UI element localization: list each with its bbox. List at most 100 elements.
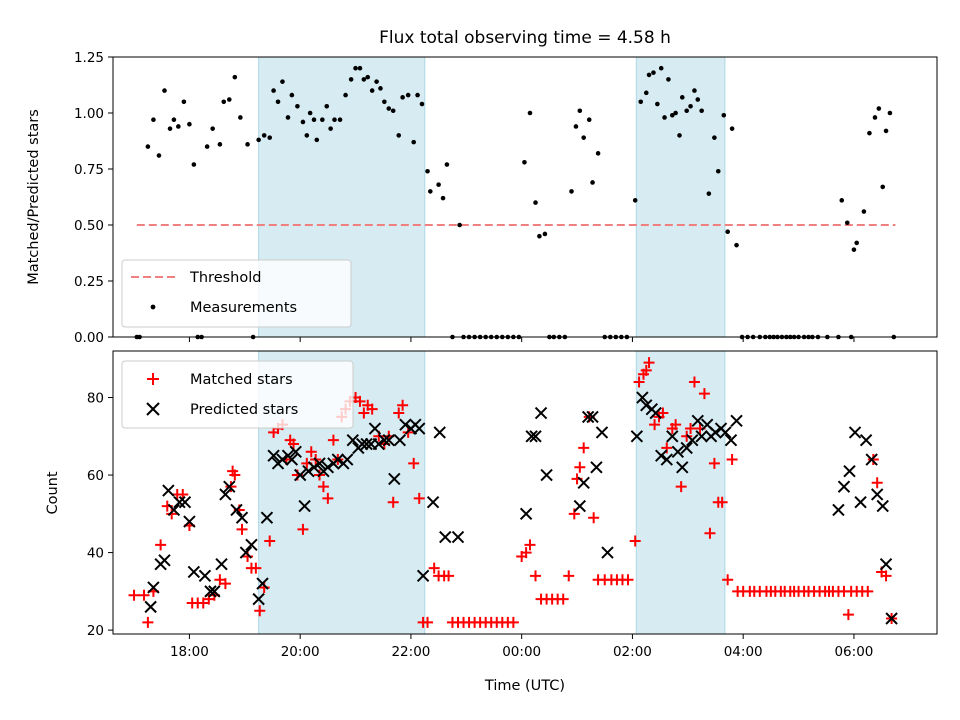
x-tick-label: 06:00 xyxy=(834,644,873,660)
matched-star-point xyxy=(657,407,669,419)
predicted-star-point xyxy=(630,430,644,443)
measurement-point xyxy=(328,126,333,131)
matched-star-point xyxy=(242,550,254,562)
measurement-point xyxy=(314,137,320,143)
bottom-y-tick-label: 60 xyxy=(87,468,104,484)
measurement-point xyxy=(419,101,425,107)
predicted-star-point xyxy=(529,430,542,443)
predicted-star-point xyxy=(302,464,315,478)
measurement-point xyxy=(400,95,405,100)
predicted-star-point xyxy=(230,503,243,517)
measurement-point xyxy=(542,231,548,237)
predicted-star-point xyxy=(260,511,274,524)
matched-star-point xyxy=(422,616,434,628)
measurement-point xyxy=(533,200,538,205)
matched-star-point xyxy=(197,597,209,609)
measurements-legend-swatch xyxy=(150,304,156,310)
predicted-star-point xyxy=(577,476,590,490)
x-tick-label: 00:00 xyxy=(502,644,541,660)
matched-star-point xyxy=(229,469,241,481)
matched-star-point xyxy=(250,562,262,574)
predicted-star-point xyxy=(147,581,160,594)
matched-star-point xyxy=(568,508,580,520)
measurement-point xyxy=(151,117,156,123)
bottom-panel-frame xyxy=(112,350,938,635)
measurement-point xyxy=(226,97,232,102)
measurement-point xyxy=(191,162,197,167)
matched-star-point xyxy=(236,523,248,535)
measurement-point xyxy=(374,79,379,84)
predicted-star-point xyxy=(215,558,228,571)
measurement-point xyxy=(695,97,701,102)
measurement-point xyxy=(171,117,177,123)
measurement-point xyxy=(145,144,151,149)
measurement-point xyxy=(156,153,162,158)
predicted-star-point xyxy=(666,430,679,443)
measurement-point xyxy=(285,115,291,120)
matched-star-point xyxy=(867,454,879,466)
matched-star-point xyxy=(408,457,420,469)
measurement-point xyxy=(204,144,210,149)
matched-star-point xyxy=(574,461,586,473)
measurement-point xyxy=(577,108,583,114)
matched-legend-label: Matched stars xyxy=(190,372,293,388)
matched-legend-swatch xyxy=(147,373,159,385)
measurement-point xyxy=(256,137,261,143)
matched-star-point xyxy=(264,535,276,547)
matched-star-point xyxy=(643,357,655,369)
matched-star-point xyxy=(640,364,652,376)
measurement-point xyxy=(217,142,223,147)
measurement-point xyxy=(590,180,595,185)
measurement-point xyxy=(167,126,173,131)
predicted-star-point xyxy=(313,457,326,470)
predicted-star-point xyxy=(204,585,217,598)
predicted-star-point xyxy=(368,422,382,435)
predicted-star-point xyxy=(691,414,704,427)
measurement-point xyxy=(436,182,441,187)
predicted-star-point xyxy=(382,433,395,447)
measurement-point xyxy=(425,168,430,174)
predicted-star-point xyxy=(854,495,867,509)
measurement-point xyxy=(232,74,238,80)
measurement-point xyxy=(851,247,857,252)
matched-star-point xyxy=(704,527,716,539)
predicted-star-point xyxy=(581,410,595,424)
predicted-star-point xyxy=(848,426,862,439)
matched-star-point xyxy=(155,539,167,551)
matched-star-point xyxy=(578,442,590,454)
matched-star-point xyxy=(214,574,226,586)
x-tick-label: 22:00 xyxy=(391,644,430,660)
predicted-star-point xyxy=(331,453,345,466)
matched-star-point xyxy=(871,477,883,489)
predicted-star-point xyxy=(451,530,465,544)
matched-star-point xyxy=(128,589,140,601)
matched-star-point xyxy=(622,574,634,586)
x-tick-label: 18:00 xyxy=(170,644,209,660)
measurement-point xyxy=(861,209,867,214)
predicted-star-point xyxy=(676,461,689,474)
predicted-star-point xyxy=(879,558,893,571)
matched-star-point xyxy=(681,430,693,442)
measurement-point xyxy=(221,99,227,105)
predicted-star-point xyxy=(426,495,440,509)
bottom-y-tick-label: 80 xyxy=(87,391,104,407)
top-panel-ratio: 0.00 0.25 0.50 0.75 1.00 1.25 Matched/Predict… xyxy=(26,50,938,346)
matched-star-point xyxy=(322,492,334,504)
matched-star-point xyxy=(670,419,682,431)
measurement-point xyxy=(295,103,300,109)
top-y-tick-label: 1.25 xyxy=(74,50,104,66)
measurement-point xyxy=(324,103,330,109)
predicted-star-point xyxy=(595,426,609,439)
matched-star-point xyxy=(219,578,231,590)
predicted-star-point xyxy=(219,488,232,501)
x-axis-label: Time (UTC) xyxy=(484,678,565,694)
x-tick-label: 04:00 xyxy=(724,644,763,660)
measurement-point xyxy=(361,77,367,82)
predicted-star-point xyxy=(208,585,221,598)
predicted-star-point xyxy=(649,406,662,420)
predicted-star-point xyxy=(378,433,391,447)
bottom-x-axis-ticks: 18:00 20:00 22:00 00:00 02:00 04:00 06:00 xyxy=(170,634,873,660)
shaded-interval xyxy=(635,350,726,635)
matched-star-point xyxy=(203,593,215,605)
